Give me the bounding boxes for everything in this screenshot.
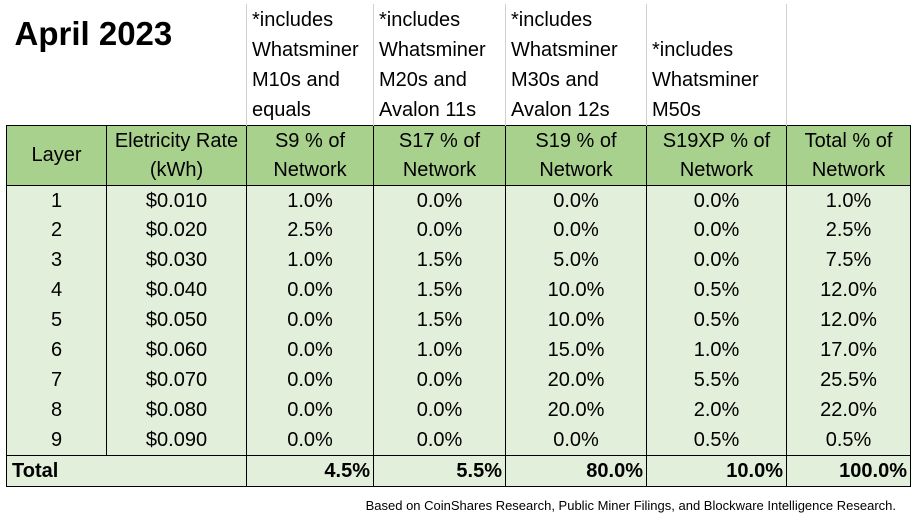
cell-s19: 15.0% — [505, 335, 647, 366]
cell-layer: 3 — [6, 245, 107, 276]
cell-total: 17.0% — [786, 335, 911, 366]
table-row: 9 $0.090 0.0% 0.0% 0.0% 0.5% 0.5% — [6, 425, 911, 456]
cell-s19: 5.0% — [505, 245, 647, 276]
total-label: Total — [6, 455, 107, 487]
title-cell: April 2023 — [6, 4, 247, 126]
table-row: 4 $0.040 0.0% 1.5% 10.0% 0.5% 12.0% — [6, 275, 911, 306]
note-s17: *includes Whatsminer M20s and Avalon 11s — [373, 4, 506, 126]
cell-s19: 0.0% — [505, 215, 647, 246]
source-footnote: Based on CoinShares Research, Public Min… — [365, 498, 896, 513]
total-s19xp: 10.0% — [646, 455, 787, 487]
cell-s9: 0.0% — [246, 305, 374, 336]
cell-s19xp: 0.0% — [646, 245, 787, 276]
cell-total: 12.0% — [786, 275, 911, 306]
total-s19: 80.0% — [505, 455, 647, 487]
note-s19: *includes Whatsminer M30s and Avalon 12s — [505, 4, 647, 126]
cell-s17: 0.0% — [373, 395, 506, 426]
cell-rate: $0.090 — [106, 425, 247, 456]
cell-s9: 1.0% — [246, 245, 374, 276]
header-row: Layer Eletricity Rate (kWh) S9 % of Network S… — [6, 125, 911, 186]
table-row: 3 $0.030 1.0% 1.5% 5.0% 0.0% 7.5% — [6, 245, 911, 276]
note-s19xp: *includes Whatsminer M50s — [646, 4, 787, 126]
cell-s9: 0.0% — [246, 365, 374, 396]
cell-s17: 0.0% — [373, 185, 506, 216]
total-total: 100.0% — [786, 455, 911, 487]
total-blank — [106, 455, 247, 487]
note-s9: *includes Whatsminer M10s and equals — [246, 4, 374, 126]
cell-s19: 0.0% — [505, 185, 647, 216]
header-layer: Layer — [6, 125, 107, 186]
cell-rate: $0.060 — [106, 335, 247, 366]
table-row: 7 $0.070 0.0% 0.0% 20.0% 5.5% 25.5% — [6, 365, 911, 396]
table-row: 8 $0.080 0.0% 0.0% 20.0% 2.0% 22.0% — [6, 395, 911, 426]
cell-rate: $0.050 — [106, 305, 247, 336]
cell-s17: 1.5% — [373, 245, 506, 276]
cell-s9: 2.5% — [246, 215, 374, 246]
cell-total: 22.0% — [786, 395, 911, 426]
table-row: 1 $0.010 1.0% 0.0% 0.0% 0.0% 1.0% — [6, 185, 911, 216]
header-s9: S9 % of Network — [246, 125, 374, 186]
table-row: 2 $0.020 2.5% 0.0% 0.0% 0.0% 2.5% — [6, 215, 911, 246]
cell-layer: 6 — [6, 335, 107, 366]
header-s19xp: S19XP % of Network — [646, 125, 787, 186]
data-rows: 1 $0.010 1.0% 0.0% 0.0% 0.0% 1.0% 2 $0.020 2.5% 0.… — [6, 185, 911, 456]
cell-s19: 20.0% — [505, 365, 647, 396]
cell-rate: $0.070 — [106, 365, 247, 396]
cell-s19xp: 0.5% — [646, 425, 787, 456]
cell-layer: 8 — [6, 395, 107, 426]
cell-s9: 0.0% — [246, 275, 374, 306]
cell-layer: 5 — [6, 305, 107, 336]
cell-layer: 1 — [6, 185, 107, 216]
cell-rate: $0.030 — [106, 245, 247, 276]
cell-total: 0.5% — [786, 425, 911, 456]
cell-total: 25.5% — [786, 365, 911, 396]
cell-rate: $0.010 — [106, 185, 247, 216]
header-s17: S17 % of Network — [373, 125, 506, 186]
cell-s17: 0.0% — [373, 365, 506, 396]
cell-s19xp: 0.5% — [646, 305, 787, 336]
header-total: Total % of Network — [786, 125, 911, 186]
cell-s19xp: 0.5% — [646, 275, 787, 306]
total-s9: 4.5% — [246, 455, 374, 487]
table-row: 6 $0.060 0.0% 1.0% 15.0% 1.0% 17.0% — [6, 335, 911, 366]
cell-layer: 9 — [6, 425, 107, 456]
cell-s9: 0.0% — [246, 395, 374, 426]
cell-layer: 4 — [6, 275, 107, 306]
cell-s17: 1.0% — [373, 335, 506, 366]
total-row: Total 4.5% 5.5% 80.0% 10.0% 100.0% — [6, 455, 911, 487]
cell-s17: 0.0% — [373, 215, 506, 246]
cell-layer: 2 — [6, 215, 107, 246]
cell-s9: 0.0% — [246, 425, 374, 456]
cell-total: 1.0% — [786, 185, 911, 216]
cell-total: 2.5% — [786, 215, 911, 246]
header-electricity-rate: Eletricity Rate (kWh) — [106, 125, 247, 186]
cell-s9: 1.0% — [246, 185, 374, 216]
cell-rate: $0.080 — [106, 395, 247, 426]
network-share-table: April 2023 *includes Whatsminer M10s and… — [6, 4, 911, 487]
cell-s19: 0.0% — [505, 425, 647, 456]
table-title: April 2023 — [14, 15, 173, 52]
cell-layer: 7 — [6, 365, 107, 396]
cell-s19xp: 1.0% — [646, 335, 787, 366]
cell-s17: 0.0% — [373, 425, 506, 456]
note-total — [787, 4, 911, 126]
cell-s19: 10.0% — [505, 305, 647, 336]
header-s19: S19 % of Network — [505, 125, 647, 186]
cell-s17: 1.5% — [373, 305, 506, 336]
cell-s19xp: 2.0% — [646, 395, 787, 426]
cell-s17: 1.5% — [373, 275, 506, 306]
total-s17: 5.5% — [373, 455, 506, 487]
cell-s9: 0.0% — [246, 335, 374, 366]
cell-s19xp: 0.0% — [646, 215, 787, 246]
cell-rate: $0.040 — [106, 275, 247, 306]
table-row: 5 $0.050 0.0% 1.5% 10.0% 0.5% 12.0% — [6, 305, 911, 336]
cell-s19: 10.0% — [505, 275, 647, 306]
cell-s19xp: 5.5% — [646, 365, 787, 396]
cell-s19: 20.0% — [505, 395, 647, 426]
notes-row: April 2023 *includes Whatsminer M10s and… — [6, 4, 911, 126]
cell-rate: $0.020 — [106, 215, 247, 246]
cell-total: 7.5% — [786, 245, 911, 276]
cell-s19xp: 0.0% — [646, 185, 787, 216]
cell-total: 12.0% — [786, 305, 911, 336]
